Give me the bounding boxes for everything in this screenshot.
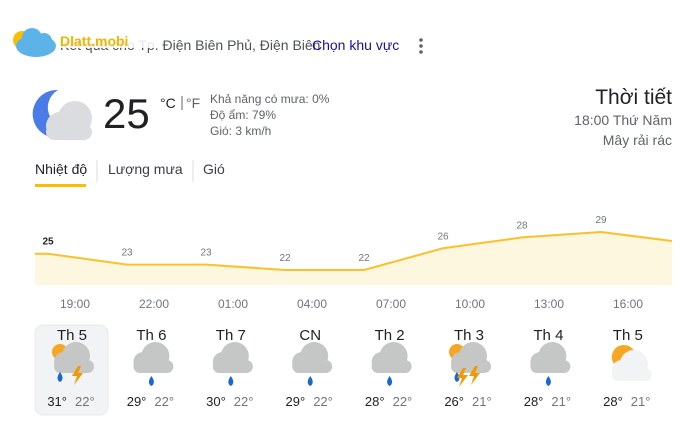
cloud-part xyxy=(54,360,94,373)
cloud-part xyxy=(371,360,412,373)
high-temp: 28° xyxy=(603,394,623,409)
rain-drop xyxy=(307,376,313,386)
lightning xyxy=(72,366,83,385)
temperature-label: 25 xyxy=(42,237,54,248)
high-temp: 31° xyxy=(47,394,67,409)
cloud-part xyxy=(530,360,571,373)
rain-drop xyxy=(454,372,460,382)
low-temp: 21° xyxy=(472,394,492,409)
menu-dots[interactable] xyxy=(419,38,423,54)
unit-fahrenheit[interactable]: °F xyxy=(186,95,200,111)
day-icon xyxy=(52,342,94,385)
cloud-part xyxy=(611,368,652,381)
lightning xyxy=(457,368,468,387)
time-label: 22:00 xyxy=(139,297,169,311)
precipitation: Khả năng có mưa: 0% xyxy=(210,92,330,106)
time-label: 16:00 xyxy=(613,297,643,311)
low-temp: 21° xyxy=(631,394,651,409)
day-icon xyxy=(292,342,333,386)
low-temp: 22° xyxy=(154,394,174,409)
cloud-part xyxy=(212,360,253,373)
edge-line xyxy=(35,231,673,255)
cloud-part xyxy=(292,360,333,373)
weather-title: Thời tiết xyxy=(595,86,672,109)
rain-drop xyxy=(148,376,154,386)
change-location-link[interactable]: Chọn khu vực xyxy=(312,37,399,53)
temperature-label: 22 xyxy=(358,253,370,264)
temperature-label: 22 xyxy=(279,253,291,264)
high-temp: 30° xyxy=(206,394,226,409)
low-temp: 22° xyxy=(313,394,333,409)
day-label[interactable]: CN xyxy=(299,327,321,344)
watermark-logo: Dlatt.mobi xyxy=(13,28,158,57)
high-temp: 28° xyxy=(524,394,544,409)
day-label[interactable]: Th 2 xyxy=(375,327,405,344)
temperature-label: 29 xyxy=(595,215,607,226)
day-icon xyxy=(133,342,174,386)
day-label[interactable]: Th 4 xyxy=(533,327,563,344)
tab[interactable]: Nhiệt độ xyxy=(35,161,87,177)
low-temp: 22° xyxy=(393,394,413,409)
tab[interactable]: Lượng mưa xyxy=(108,161,183,177)
rain-drop xyxy=(57,372,63,382)
day-icon xyxy=(371,342,412,386)
low-temp: 22° xyxy=(234,394,254,409)
tab-underline xyxy=(35,184,86,187)
high-temp: 28° xyxy=(365,394,385,409)
time-label: 13:00 xyxy=(534,297,564,311)
current-temperature: 25 xyxy=(103,90,150,137)
rain-drop xyxy=(228,376,234,386)
condition: Mây rải rác xyxy=(603,132,672,148)
day-label[interactable]: Th 6 xyxy=(136,327,166,344)
low-temp: 22° xyxy=(75,394,95,409)
lightning xyxy=(469,366,480,385)
rain-drop xyxy=(387,376,393,386)
time-label: 10:00 xyxy=(455,297,485,311)
day-label[interactable]: Th 7 xyxy=(216,327,246,344)
temperature-label: 26 xyxy=(437,231,449,242)
day-label[interactable]: Th 5 xyxy=(613,327,643,344)
day-label[interactable]: Th 5 xyxy=(57,327,87,344)
area-fill xyxy=(35,232,672,285)
time-label: 07:00 xyxy=(376,297,406,311)
temperature-label: 28 xyxy=(516,220,528,231)
day-icon xyxy=(212,342,253,386)
day-icon xyxy=(611,345,652,381)
high-temp: 29° xyxy=(127,394,147,409)
temperature-label: 23 xyxy=(121,248,133,259)
unit-celsius[interactable]: °C xyxy=(160,95,176,111)
high-temp: 29° xyxy=(286,394,306,409)
rain-drop xyxy=(545,376,551,386)
svg-text:Dlatt.mobi: Dlatt.mobi xyxy=(60,33,128,49)
day-label[interactable]: Th 3 xyxy=(454,327,484,344)
current-time: 18:00 Thứ Năm xyxy=(574,112,672,128)
temperature-label: 23 xyxy=(200,248,212,259)
temperature-line xyxy=(47,231,602,271)
time-label: 19:00 xyxy=(60,297,90,311)
wind: Gió: 3 km/h xyxy=(210,124,271,138)
high-temp: 26° xyxy=(444,394,464,409)
time-label: 04:00 xyxy=(297,297,327,311)
current-icon xyxy=(32,89,92,140)
tab[interactable]: Gió xyxy=(203,161,225,177)
time-label: 01:00 xyxy=(218,297,248,311)
day-icon xyxy=(530,342,571,386)
low-temp: 21° xyxy=(551,394,571,409)
cloud-part xyxy=(133,360,174,373)
humidity: Độ ẩm: 79% xyxy=(210,108,276,122)
cloud-part xyxy=(451,360,491,373)
day-icon xyxy=(449,342,491,387)
